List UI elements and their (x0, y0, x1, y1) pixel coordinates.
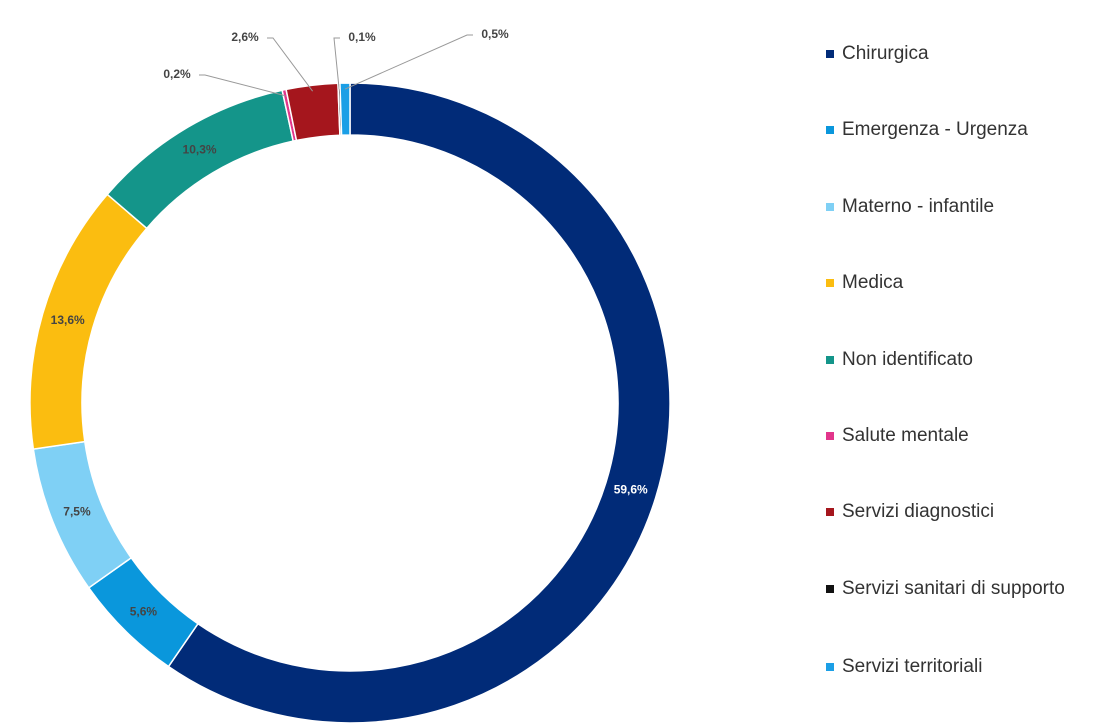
legend-label: Servizi diagnostici (842, 501, 995, 522)
legend-label: Chirurgica (842, 43, 929, 64)
legend-item: Servizi diagnostici (826, 500, 1106, 524)
legend-item: Emergenza - Urgenza (826, 118, 1106, 142)
data-label: 10,3% (183, 143, 217, 157)
data-label: 13,6% (51, 313, 85, 327)
legend-label: Materno - infantile (842, 196, 995, 217)
legend-swatch (826, 585, 834, 593)
legend-item: Servizi sanitari di supporto (826, 577, 1106, 601)
legend-swatch (826, 508, 834, 516)
donut-segment (106, 89, 295, 230)
legend-label: Non identificato (842, 349, 973, 370)
leader-line (344, 34, 473, 90)
legend-item: Non identificato (826, 348, 1106, 372)
legend-item: Servizi territoriali (826, 655, 1106, 679)
legend-label: Servizi sanitari di supporto (842, 578, 1065, 599)
legend-item: Medica (826, 271, 1106, 295)
legend-item: Materno - infantile (826, 195, 1106, 219)
donut-segment (167, 82, 671, 724)
legend-swatch (826, 203, 834, 211)
legend-item: Chirurgica (826, 42, 1106, 66)
donut-segment (29, 193, 148, 450)
legend-label: Salute mentale (842, 425, 969, 446)
legend-swatch (826, 663, 834, 671)
legend-swatch (826, 50, 834, 58)
legend-swatch (826, 356, 834, 364)
data-label: 59,6% (614, 483, 648, 497)
legend-label: Servizi territoriali (842, 656, 983, 677)
legend-swatch (826, 279, 834, 287)
legend-swatch (826, 432, 834, 440)
legend-item: Salute mentale (826, 424, 1106, 448)
data-label: 2,6% (231, 30, 259, 44)
leader-line (199, 74, 286, 97)
leader-line (267, 37, 314, 92)
chart: 59,6% 5,6% 7,5% 13,6% 10,3% 0,2% 2,6% 0,1% 0,5% (29, 27, 671, 724)
data-label: 7,5% (63, 504, 91, 518)
donut-segment (339, 82, 351, 136)
leader-line (333, 37, 340, 90)
data-label: 0,5% (481, 27, 509, 41)
legend-label: Medica (842, 272, 904, 293)
legend-swatch (826, 126, 834, 134)
data-label: 0,2% (163, 67, 191, 81)
data-label: 5,6% (130, 604, 158, 618)
legend-label: Emergenza - Urgenza (842, 119, 1028, 140)
donut-segment (285, 82, 341, 142)
data-label: 0,1% (348, 30, 376, 44)
